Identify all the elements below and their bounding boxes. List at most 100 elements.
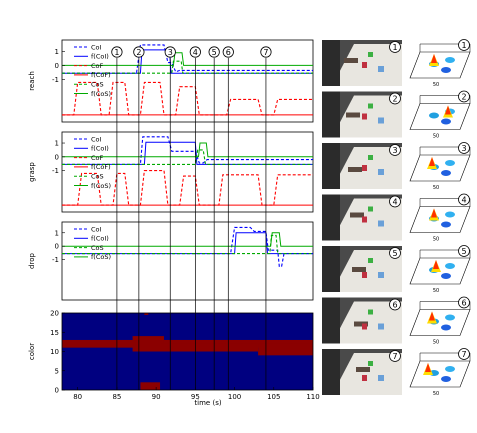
heatmap-band: [144, 313, 149, 315]
snapshot-label: 2: [392, 94, 397, 103]
surface-blob: [441, 221, 451, 228]
series-grasp-1: [62, 141, 313, 165]
event-label-6: 6: [226, 48, 231, 57]
ytick-label: 15: [50, 329, 59, 337]
ytick-label: 5: [55, 367, 59, 375]
surface-plot-1: 50 1: [409, 39, 471, 88]
green-object: [368, 258, 373, 263]
y-axis-label: reach: [28, 71, 36, 91]
heatmap-band: [258, 343, 313, 356]
ytick-label: 0: [55, 62, 59, 70]
surface-axis-label: 50: [433, 288, 439, 294]
surface-blob: [429, 112, 439, 119]
legend-label: CoI: [91, 43, 102, 51]
snapshot-circle: [389, 41, 401, 53]
surface-axis-label: 50: [433, 82, 439, 88]
heatmap-band: [160, 343, 259, 352]
legend-label: f(CoI): [91, 235, 109, 243]
surface-blob: [441, 67, 451, 73]
surface-peak-top: [431, 54, 437, 63]
snapshot-photo-4: 4: [322, 194, 402, 241]
event-label-7: 7: [263, 48, 268, 57]
surface-label: 5: [461, 247, 466, 256]
surface-axis-label: 50: [433, 185, 439, 191]
surface-peak-top: [433, 260, 439, 269]
event-circle-1: [111, 46, 123, 58]
green-object: [368, 155, 373, 160]
surface-plots: 50 1 50 2 50 3 50 4 50 5 50 6 50 7: [409, 39, 471, 397]
surface-blob: [441, 118, 451, 125]
snapshot-circle: [389, 350, 401, 362]
panel-frame-grasp: [61, 131, 314, 213]
surface-blob: [441, 324, 451, 331]
event-circle-4: [189, 46, 201, 58]
snapshot-circle: [389, 144, 401, 156]
series-reach-4: [62, 60, 313, 74]
snapshot-label: 5: [392, 249, 397, 258]
ytick-label: 0: [55, 153, 59, 161]
series-reach-0: [62, 44, 313, 74]
surface-peak-top: [429, 157, 435, 166]
event-circle-7: [260, 46, 272, 58]
series-group-reach: [62, 44, 313, 116]
surface-base: [409, 206, 471, 233]
series-grasp-4: [62, 149, 313, 165]
green-object: [368, 361, 373, 366]
legend-label: f(CoS): [91, 253, 111, 261]
event-label-5: 5: [212, 48, 217, 57]
xtick-label: 95: [191, 393, 200, 401]
legend-label: CoI: [91, 135, 102, 143]
snapshot-photo-1: 1: [322, 40, 402, 86]
surface-circle: [458, 193, 470, 206]
surface-blob: [445, 57, 455, 63]
arm-shape: [344, 58, 358, 63]
ytick-label: 1: [55, 229, 59, 237]
legend-label: f(CoF): [91, 71, 111, 79]
arm-region: [322, 297, 340, 344]
arm-shape: [350, 212, 364, 218]
series-group-drop: [62, 226, 313, 267]
snapshot-photo-2: 2: [322, 91, 402, 138]
surface-plot-5: 50 5: [409, 245, 471, 294]
xtick-label: 85: [112, 393, 121, 401]
heatmap-band: [132, 336, 164, 352]
snapshot-circle: [389, 298, 401, 311]
surface-circle: [458, 142, 470, 154]
blue-object: [378, 220, 384, 227]
red-object: [362, 62, 367, 68]
surface-plot-3: 50 3: [409, 142, 471, 191]
surface-axis-label: 50: [433, 134, 439, 140]
surface-circle: [458, 90, 470, 103]
surface-plot-6: 50 6: [409, 296, 471, 346]
red-object: [362, 375, 367, 381]
arm-region: [322, 349, 340, 395]
series-drop-3: [62, 232, 313, 247]
surface-base: [409, 360, 471, 388]
table-surface: [332, 353, 402, 395]
arm-region: [322, 246, 340, 292]
surface-blob: [445, 160, 455, 166]
snapshot-circle: [389, 92, 401, 105]
surface-axis-label: 50: [433, 391, 439, 397]
series-group-grasp: [62, 136, 313, 206]
surface-label: 1: [461, 41, 466, 50]
ytick-label: 0: [55, 387, 59, 395]
snapshot-label: 1: [392, 43, 397, 52]
surface-blob: [445, 263, 455, 269]
surface-axis-label: 50: [433, 237, 439, 243]
ytick-label: 0: [55, 243, 59, 251]
snapshot-photo-3: 3: [322, 143, 402, 189]
red-object: [362, 216, 367, 223]
y-axis-label: drop: [28, 253, 36, 269]
surface-blob: [441, 273, 451, 279]
series-drop-0: [62, 226, 313, 267]
y-axis-label: grasp: [28, 162, 36, 182]
surface-plot-4: 50 4: [409, 193, 471, 243]
xtick-label: 90: [152, 393, 161, 401]
surface-circle: [458, 348, 470, 360]
green-object: [368, 103, 373, 109]
